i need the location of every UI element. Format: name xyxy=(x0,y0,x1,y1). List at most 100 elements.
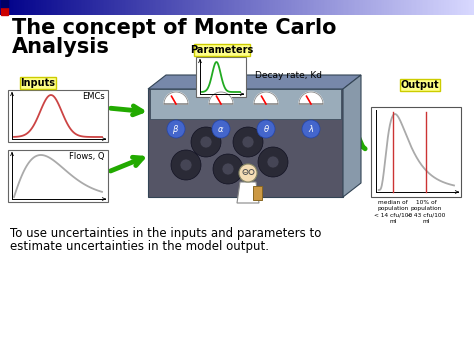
Bar xyxy=(251,0,253,15)
Bar xyxy=(360,0,362,15)
Bar xyxy=(60,0,62,15)
Bar xyxy=(330,0,332,15)
Bar xyxy=(352,0,355,15)
Bar xyxy=(54,0,56,15)
Circle shape xyxy=(233,127,263,157)
Bar xyxy=(115,0,118,15)
Bar xyxy=(169,0,171,15)
Bar xyxy=(217,0,219,15)
Bar xyxy=(144,0,146,15)
Bar xyxy=(316,0,318,15)
Bar xyxy=(419,0,421,15)
Bar xyxy=(465,0,466,15)
Bar xyxy=(414,0,416,15)
Bar xyxy=(167,0,170,15)
Bar xyxy=(118,0,120,15)
Bar xyxy=(433,0,435,15)
Bar xyxy=(30,0,32,15)
Bar xyxy=(190,0,191,15)
Circle shape xyxy=(257,120,275,138)
Bar xyxy=(469,0,471,15)
Bar xyxy=(259,0,261,15)
Circle shape xyxy=(212,120,230,138)
Bar xyxy=(373,0,375,15)
Bar xyxy=(417,0,419,15)
Text: $\alpha$: $\alpha$ xyxy=(217,125,225,133)
Bar xyxy=(82,0,84,15)
Bar xyxy=(383,0,384,15)
Bar xyxy=(297,0,299,15)
Circle shape xyxy=(222,163,234,175)
Bar xyxy=(273,0,275,15)
Bar xyxy=(164,0,166,15)
Bar xyxy=(242,0,244,15)
Bar xyxy=(32,0,34,15)
Bar xyxy=(366,0,369,15)
Bar xyxy=(179,0,181,15)
Bar xyxy=(333,0,336,15)
Circle shape xyxy=(267,156,279,168)
Bar xyxy=(148,0,151,15)
Bar xyxy=(62,0,64,15)
Bar xyxy=(43,0,45,15)
Bar xyxy=(267,0,269,15)
Bar xyxy=(281,0,283,15)
Bar xyxy=(223,0,225,15)
Bar xyxy=(213,0,215,15)
Bar xyxy=(74,0,76,15)
Bar xyxy=(311,0,313,15)
Bar xyxy=(455,0,457,15)
Bar xyxy=(150,0,152,15)
Bar xyxy=(420,0,422,15)
Bar xyxy=(87,0,89,15)
Polygon shape xyxy=(343,75,361,197)
Bar xyxy=(430,0,432,15)
Text: $\lambda$: $\lambda$ xyxy=(308,124,314,135)
Bar xyxy=(1,8,8,15)
Bar xyxy=(146,0,147,15)
Bar xyxy=(68,0,70,15)
Bar xyxy=(398,0,400,15)
Bar xyxy=(436,0,438,15)
Circle shape xyxy=(200,136,212,148)
FancyBboxPatch shape xyxy=(20,77,56,89)
Bar xyxy=(25,0,27,15)
Bar xyxy=(370,0,372,15)
Bar xyxy=(406,0,408,15)
Bar xyxy=(346,0,348,15)
Bar xyxy=(238,0,241,15)
Bar xyxy=(46,0,48,15)
Bar xyxy=(338,0,340,15)
Bar xyxy=(423,0,426,15)
Bar xyxy=(303,0,305,15)
Bar xyxy=(246,0,248,15)
Bar xyxy=(16,0,18,15)
Bar xyxy=(292,0,294,15)
Bar xyxy=(300,0,302,15)
Bar xyxy=(374,0,376,15)
Bar xyxy=(456,0,459,15)
Bar xyxy=(318,0,319,15)
Text: EMCs: EMCs xyxy=(82,92,105,101)
Bar xyxy=(416,0,418,15)
Bar xyxy=(171,0,173,15)
Bar xyxy=(284,0,286,15)
Bar xyxy=(439,0,441,15)
Bar xyxy=(5,0,7,15)
Bar xyxy=(57,0,59,15)
Bar xyxy=(378,0,380,15)
Circle shape xyxy=(167,120,185,138)
Bar xyxy=(340,0,342,15)
Bar xyxy=(205,0,208,15)
Bar xyxy=(81,0,82,15)
Text: Parameters: Parameters xyxy=(191,45,254,55)
Bar xyxy=(161,0,163,15)
Bar xyxy=(1,0,4,15)
Bar xyxy=(175,0,177,15)
Bar xyxy=(237,0,239,15)
Bar xyxy=(131,0,133,15)
Bar xyxy=(335,0,337,15)
Bar xyxy=(310,0,312,15)
Bar xyxy=(347,0,350,15)
Bar xyxy=(0,0,2,15)
